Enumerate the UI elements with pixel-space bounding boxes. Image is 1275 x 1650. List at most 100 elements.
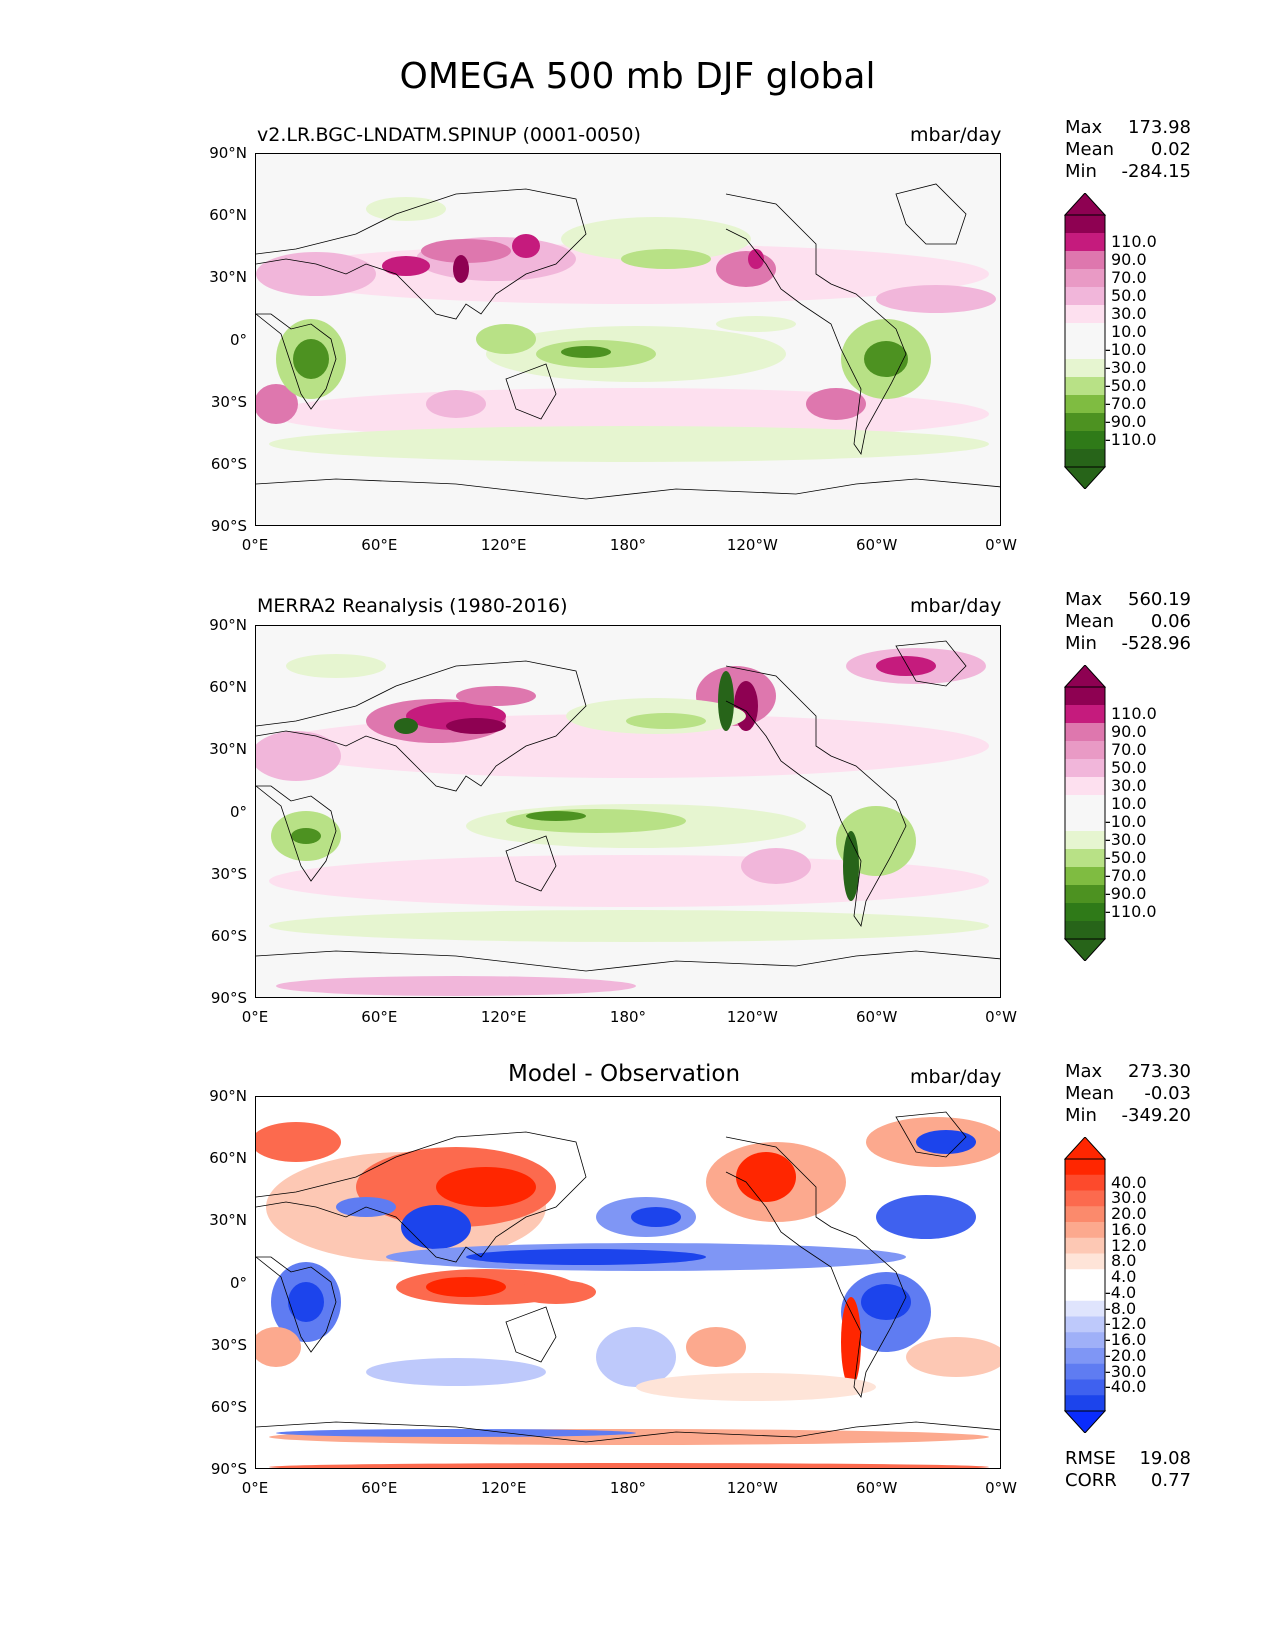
- colorbar-segment: [1065, 1348, 1105, 1365]
- stat-max: Max 173.98: [1065, 117, 1191, 138]
- lon-tick-label: 60°E: [361, 1479, 398, 1497]
- colorbar-tick-label: -8.0: [1105, 1298, 1137, 1318]
- colorbar-segment: [1065, 287, 1105, 306]
- lat-tick-label: 60°N: [209, 678, 247, 697]
- colorbar-segment: [1065, 759, 1105, 778]
- lon-tick-label: 0°E: [241, 1479, 269, 1497]
- colorbar-segment: [1065, 251, 1105, 270]
- colorbar-frame: [1064, 686, 1106, 940]
- lon-tick-label: 120°E: [480, 1008, 527, 1026]
- lat-tick-label: 90°S: [210, 989, 247, 1007]
- colorbar-segment: [1065, 885, 1105, 904]
- panel-left-title: v2.LR.BGC-LNDATM.SPINUP (0001-0050): [257, 124, 641, 146]
- map-model[interactable]: [255, 153, 1001, 526]
- stat-min: Min -528.96: [1065, 633, 1191, 654]
- colorbar-tick-label: -30.0: [1105, 358, 1147, 377]
- lon-tick-label: 60°W: [855, 1479, 898, 1497]
- colorbar-tick-label: -50.0: [1105, 848, 1147, 867]
- colorbar-segment: [1065, 1159, 1105, 1176]
- colorbar-extend-top: [1064, 1137, 1107, 1160]
- colorbar-tick-label: 110.0: [1111, 704, 1157, 723]
- colorbar-segment: [1065, 1316, 1105, 1333]
- panel-left-title: MERRA2 Reanalysis (1980-2016): [257, 595, 568, 617]
- colorbar-tick-label: -10.0: [1105, 340, 1147, 359]
- colorbar-segment: [1065, 777, 1105, 796]
- colorbar-segment: [1065, 413, 1105, 432]
- colorbar-segment: [1065, 1379, 1105, 1396]
- colorbar-segment: [1065, 323, 1105, 342]
- colorbar-segment: [1065, 723, 1105, 742]
- colorbar-segment: [1065, 1269, 1105, 1286]
- colorbar-tick-label: 12.0: [1111, 1235, 1147, 1255]
- colorbar-segment: [1065, 233, 1105, 252]
- stat-mean: Mean -0.03: [1065, 1083, 1191, 1104]
- colorbar-tick-label: 90.0: [1111, 722, 1147, 741]
- colorbar-tick-label: 50.0: [1111, 758, 1147, 777]
- lon-tick-label: 120°W: [726, 536, 778, 554]
- colorbar-segment: [1065, 1395, 1105, 1412]
- colorbar-tick-label: 10.0: [1111, 322, 1147, 341]
- colorbar-tick-label: 40.0: [1111, 1172, 1147, 1192]
- colorbar-segment: [1065, 341, 1105, 360]
- colorbar-segment: [1065, 1300, 1105, 1317]
- colorbar-tick-label: 20.0: [1111, 1204, 1147, 1224]
- colorbar-tick-label: -70.0: [1105, 394, 1147, 413]
- lon-tick-label: 0°E: [241, 536, 269, 554]
- score-corr: CORR 0.77: [1065, 1470, 1191, 1491]
- lon-tick-label: 60°E: [361, 1008, 398, 1026]
- lat-tick-label: 90°N: [209, 616, 247, 634]
- stat-min: Min -349.20: [1065, 1105, 1191, 1126]
- colorbar-tick-label: 30.0: [1111, 1188, 1147, 1208]
- colorbar-segment: [1065, 795, 1105, 814]
- colorbar-tick-label: -30.0: [1105, 1361, 1147, 1381]
- lat-tick-label: 60°N: [209, 206, 247, 225]
- panel-stats: Max 273.30 Mean -0.03 Min -349.20: [1065, 1061, 1191, 1127]
- colorbar-segment: [1065, 867, 1105, 886]
- stat-mean: Mean 0.06: [1065, 611, 1191, 632]
- colorbar-tick-label: 50.0: [1111, 286, 1147, 305]
- colorbar-tick-label: -70.0: [1105, 866, 1147, 885]
- colorbar-tick-label: 10.0: [1111, 794, 1147, 813]
- colorbar-tick-label: -110.0: [1105, 902, 1157, 921]
- colorbar-tick-label: 8.0: [1111, 1251, 1137, 1271]
- colorbar-segment: [1065, 1222, 1105, 1239]
- colorbar-tick-label: -16.0: [1105, 1330, 1147, 1350]
- stat-mean: Mean 0.02: [1065, 139, 1191, 160]
- colorbar-tick-label: -30.0: [1105, 830, 1147, 849]
- colorbar-tick-label: 70.0: [1111, 740, 1147, 759]
- colorbar-tick-label: 4.0: [1111, 1267, 1137, 1287]
- colorbar-segment: [1065, 705, 1105, 724]
- colorbar-segment: [1065, 1190, 1105, 1207]
- colorbar-segment: [1065, 903, 1105, 922]
- colorbar-tick-label: -90.0: [1105, 884, 1147, 903]
- lat-tick-label: 30°N: [209, 268, 247, 287]
- colorbar-segment: [1065, 1285, 1105, 1302]
- lat-tick-label: 30°N: [209, 740, 247, 759]
- colorbar-tick-label: -20.0: [1105, 1345, 1147, 1365]
- colorbar-segment: [1065, 449, 1105, 468]
- panel-center-title: Model - Observation: [508, 1061, 741, 1087]
- lat-tick-label: 90°N: [209, 144, 247, 162]
- colorbar-tick-label: 110.0: [1111, 232, 1157, 251]
- colorbar-extend-top: [1064, 193, 1107, 216]
- colorbar-tick-label: -40.0: [1105, 1377, 1147, 1397]
- score-rmse: RMSE 19.08: [1065, 1448, 1191, 1469]
- colorbar-tick-label: -12.0: [1105, 1314, 1147, 1334]
- colorbar-segment: [1065, 741, 1105, 760]
- figure-title: OMEGA 500 mb DJF global: [399, 56, 876, 97]
- map-obs[interactable]: [255, 625, 1001, 998]
- lat-tick-label: 0°: [229, 802, 247, 821]
- stat-max: Max 273.30: [1065, 1061, 1191, 1082]
- panel-units: mbar/day: [910, 595, 1002, 617]
- lon-tick-label: 120°W: [726, 1008, 778, 1026]
- panel-scores: RMSE 19.08 CORR 0.77: [1065, 1448, 1191, 1492]
- colorbar-tick-label: 70.0: [1111, 268, 1147, 287]
- colorbar-tick-label: -50.0: [1105, 376, 1147, 395]
- map-diff[interactable]: [255, 1096, 1001, 1469]
- panel-units: mbar/day: [910, 124, 1002, 146]
- colorbar-tick-label: 90.0: [1111, 250, 1147, 269]
- colorbar-segment: [1065, 1363, 1105, 1380]
- lon-tick-label: 0°E: [241, 1008, 269, 1026]
- lat-tick-label: 90°N: [209, 1087, 247, 1105]
- colorbar-segment: [1065, 215, 1105, 234]
